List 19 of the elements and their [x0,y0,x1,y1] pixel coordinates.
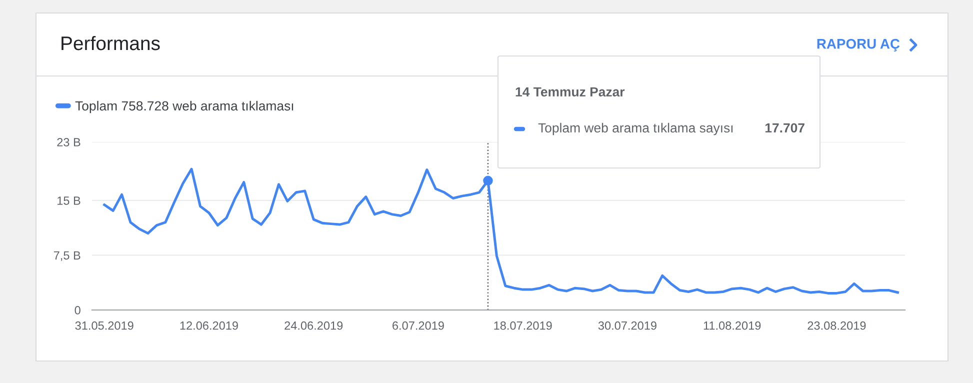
y-tick-label: 15 B [58,196,80,205]
x-tick-label: 11.08.2019 [704,321,761,330]
chart-title: Performans [62,36,160,50]
x-tick-label: 12.06.2019 [180,321,238,330]
y-tick-label: 7,5 B [54,251,80,262]
legend-label: Toplam 758.728 web arama tıklaması [75,100,294,114]
x-tick-label: 30.07.2019 [598,321,656,330]
text: Toplam web arama tıklama sayısı [538,122,733,136]
y-tick-label: 23 B [57,138,80,146]
line-series [103,168,899,294]
text: 17.707 [765,123,804,133]
text: RAPORU AÇ [817,38,900,52]
y-tick-label: 0 [74,306,80,314]
x-tick-label: 23.08.2019 [808,321,866,330]
text: 14 Temmuz Pazar [516,87,625,97]
x-tick-label: 31.05.2019 [75,321,134,330]
x-tick-label: 18.07.2019 [494,321,552,330]
x-tick-label: 6.07.2019 [392,321,444,330]
x-tick-label: 24.06.2019 [284,321,343,330]
